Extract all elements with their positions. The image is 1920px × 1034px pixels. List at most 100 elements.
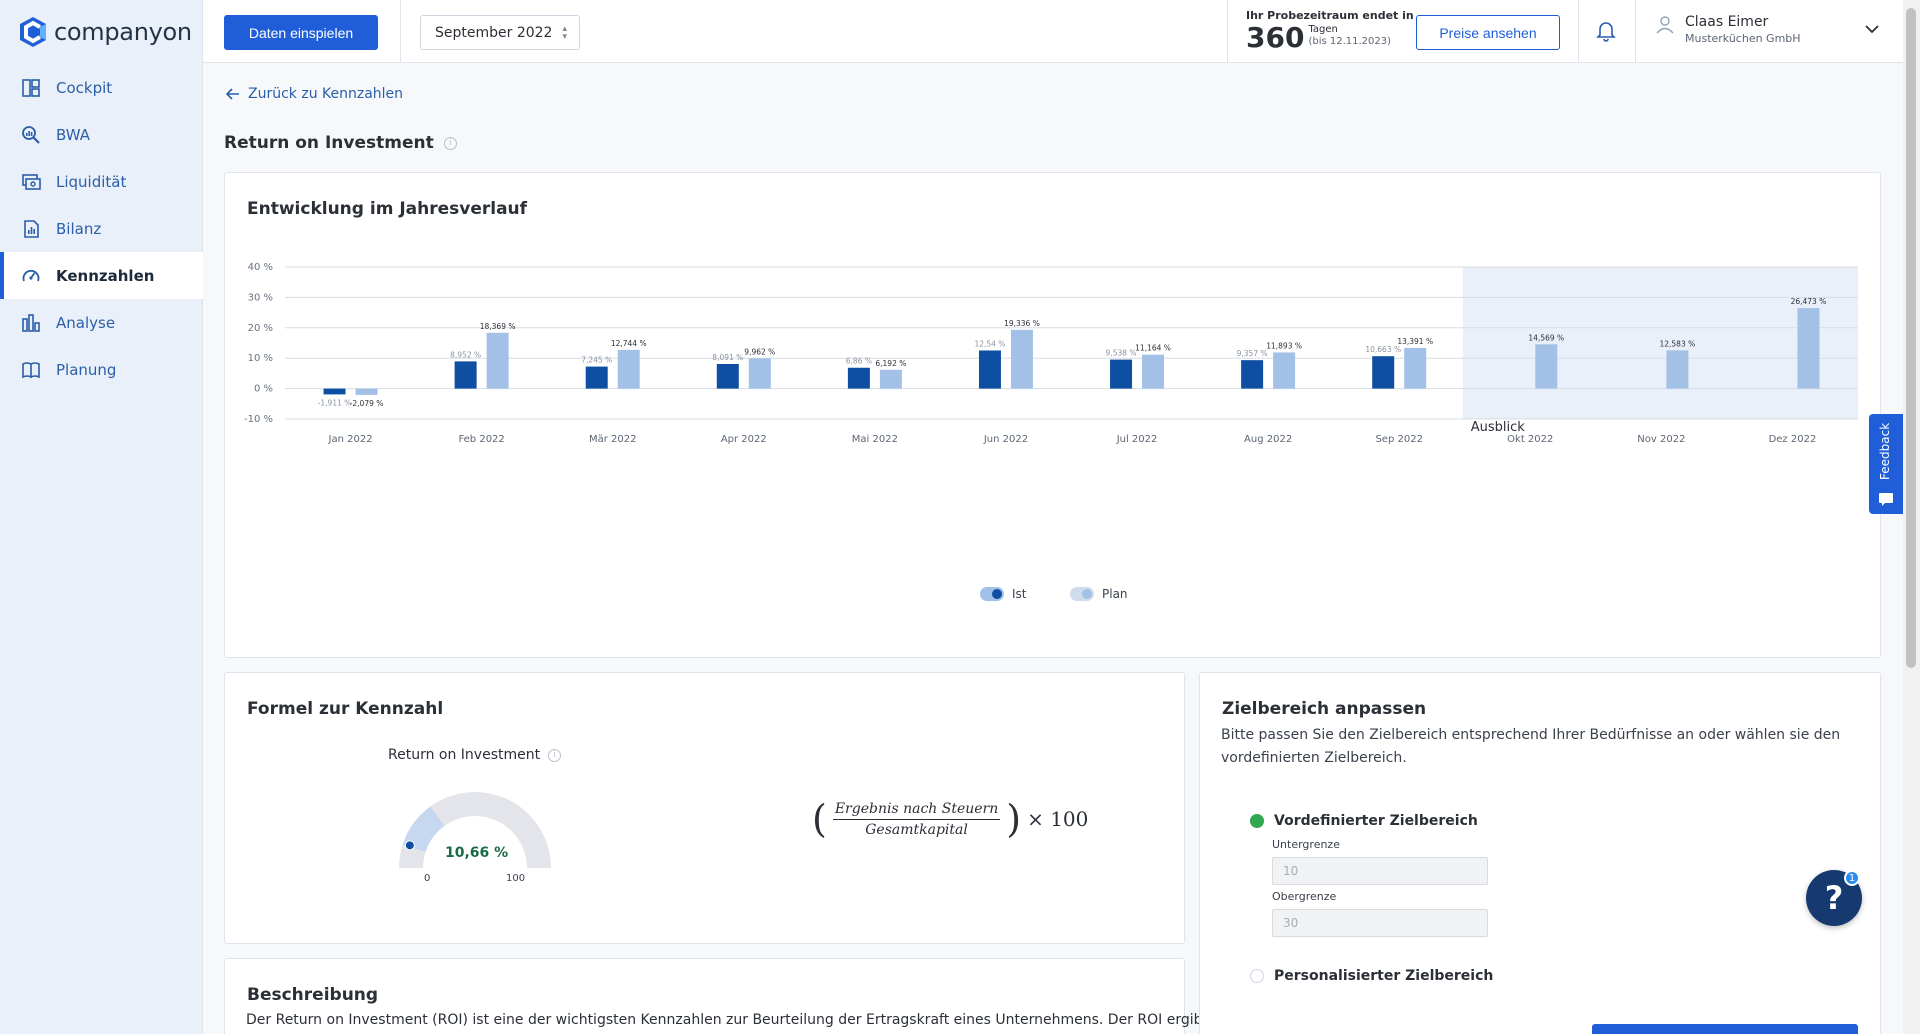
bar-ist <box>1372 356 1395 389</box>
data-label: 8,952 % <box>450 350 481 359</box>
data-label: 7,245 % <box>581 356 612 365</box>
radio-checked-icon[interactable] <box>1250 814 1264 828</box>
save-target-button[interactable] <box>1592 1024 1858 1034</box>
upper-bound-field[interactable]: 30 <box>1272 909 1488 937</box>
gauge-max: 100 <box>506 873 526 884</box>
y-tick-label: 10 % <box>248 353 273 364</box>
scrollbar-thumb[interactable] <box>1906 8 1916 668</box>
bar-ist <box>323 388 346 395</box>
gauge-min: 0 <box>424 873 431 884</box>
data-label: 11,893 % <box>1266 341 1302 350</box>
sidebar-item-bwa[interactable]: BWA <box>0 111 203 158</box>
sidebar-item-planung[interactable]: Planung <box>0 346 203 393</box>
x-tick-label: Feb 2022 <box>458 434 504 445</box>
logo-text: companyon <box>54 18 192 46</box>
back-link[interactable]: Zurück zu Kennzahlen <box>226 86 403 102</box>
description-text: Der Return on Investment (ROI) ist eine … <box>246 1012 1208 1028</box>
y-tick-label: 30 % <box>248 292 273 303</box>
bar-plan <box>1666 350 1689 389</box>
roi-gauge <box>399 792 551 868</box>
trial-label: Ihr Probezeitraum endet in <box>1246 9 1414 22</box>
sidebar-item-cockpit[interactable]: Cockpit <box>0 64 203 111</box>
gauge-label: Return on Investment i <box>388 747 562 763</box>
x-tick-label: Okt 2022 <box>1507 434 1553 445</box>
sidebar-item-bilanz[interactable]: Bilanz <box>0 205 203 252</box>
view-prices-button[interactable]: Preise ansehen <box>1416 15 1560 50</box>
formula-multiplier: × 100 <box>1027 807 1089 831</box>
sidebar-item-liquiditaet[interactable]: Liquidität <box>0 158 203 205</box>
trial-until: (bis 12.11.2023) <box>1308 36 1392 47</box>
divider <box>1227 0 1228 63</box>
formula: ( Ergebnis nach Steuern Gesamtkapital ) … <box>812 800 1088 838</box>
search-chart-icon <box>20 124 42 146</box>
user-name: Claas Eimer <box>1685 14 1769 30</box>
info-icon[interactable]: i <box>443 136 457 150</box>
description-title: Beschreibung <box>247 985 379 1005</box>
trial-info: Ihr Probezeitraum endet in 360 Tagen (bi… <box>1246 9 1414 52</box>
legend-item-ist[interactable]: Ist <box>980 587 1027 601</box>
sidebar-item-label: Planung <box>56 360 117 379</box>
radio-unchecked-icon[interactable] <box>1250 969 1264 983</box>
user-menu[interactable]: Claas Eimer Musterküchen GmbH <box>1655 14 1801 45</box>
logo[interactable]: companyon <box>18 14 192 50</box>
info-icon[interactable]: i <box>548 748 562 762</box>
data-label: 26,473 % <box>1791 297 1827 306</box>
upper-bound-label: Obergrenze <box>1272 890 1337 903</box>
formula-card-title: Formel zur Kennzahl <box>247 699 444 719</box>
sidebar-nav: Cockpit BWA Liquidität Bilanz Kennzahlen <box>0 64 203 393</box>
bar-ist <box>978 350 1001 389</box>
bar-plan <box>486 332 509 389</box>
bar-plan <box>879 369 902 389</box>
feedback-tab[interactable]: Feedback <box>1869 414 1903 514</box>
y-tick-label: -10 % <box>244 414 273 425</box>
user-icon <box>1656 16 1674 34</box>
sidebar-item-label: BWA <box>56 125 91 144</box>
user-company: Musterküchen GmbH <box>1685 32 1801 45</box>
x-tick-label: Nov 2022 <box>1637 434 1685 445</box>
x-tick-label: Apr 2022 <box>721 434 767 445</box>
data-label: 9,357 % <box>1237 349 1268 358</box>
page-title: Return on Investment i <box>224 133 457 153</box>
bar-plan <box>1010 329 1033 389</box>
radio-predefined[interactable]: Vordefinierter Zielbereich <box>1250 813 1478 829</box>
legend-label-plan: Plan <box>1102 587 1128 601</box>
book-icon <box>20 359 42 381</box>
chevron-down-icon[interactable] <box>1865 24 1879 34</box>
data-label: 9,962 % <box>744 347 775 356</box>
data-label: -2,079 % <box>350 399 384 408</box>
import-data-button[interactable]: Daten einspielen <box>224 15 378 50</box>
legend-item-plan[interactable]: Plan <box>1070 587 1128 601</box>
x-tick-label: Mai 2022 <box>852 434 898 445</box>
data-label: -1,911 % <box>318 398 352 407</box>
sidebar-item-label: Kennzahlen <box>56 266 155 285</box>
bar-plan <box>1142 354 1165 389</box>
toggle-ist[interactable] <box>980 587 1004 601</box>
dashboard-icon <box>20 77 42 99</box>
radio-custom-label: Personalisierter Zielbereich <box>1274 968 1494 984</box>
x-tick-label: Mär 2022 <box>589 434 637 445</box>
page-title-text: Return on Investment <box>224 133 434 153</box>
gauge-track <box>399 792 551 868</box>
bell-icon[interactable] <box>1596 20 1616 42</box>
bar-ist <box>847 367 870 389</box>
month-select[interactable]: September 2022 ▴ ▾ <box>420 15 580 50</box>
data-label: 12,583 % <box>1659 339 1695 348</box>
bar-plan <box>1273 352 1296 389</box>
lower-bound-field[interactable]: 10 <box>1272 857 1488 885</box>
feedback-label: Feedback <box>1878 422 1892 480</box>
data-label: 8,091 % <box>712 353 743 362</box>
divider <box>400 0 401 63</box>
sidebar-item-analyse[interactable]: Analyse <box>0 299 203 346</box>
bar-plan <box>1404 347 1427 389</box>
bar-plan <box>1797 308 1820 389</box>
help-badge: 1 <box>1844 870 1860 886</box>
sidebar-item-kennzahlen[interactable]: Kennzahlen <box>0 252 203 299</box>
lower-bound-label: Untergrenze <box>1272 838 1340 851</box>
radio-custom[interactable]: Personalisierter Zielbereich <box>1250 968 1493 984</box>
help-button[interactable]: ? <box>1806 870 1862 926</box>
data-label: 12,54 % <box>974 339 1005 348</box>
target-range-card: Zielbereich anpassen <box>1199 672 1881 1034</box>
chat-icon <box>1879 493 1893 506</box>
top-bar: Daten einspielen September 2022 ▴ ▾ Ihr P… <box>203 0 1903 63</box>
toggle-plan[interactable] <box>1070 587 1094 601</box>
